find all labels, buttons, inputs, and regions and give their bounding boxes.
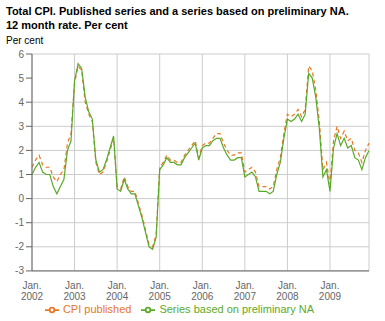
svg-text:3: 3 (18, 121, 24, 132)
svg-text:-2: -2 (15, 241, 24, 252)
svg-text:4: 4 (18, 97, 24, 108)
html-text:Per cent: Per cent (6, 35, 44, 46)
svg-text:Jan.2006: Jan.2006 (191, 280, 214, 302)
svg-text:6: 6 (18, 49, 24, 60)
html-text:12 month rate. Per cent: 12 month rate. Per cent (6, 19, 128, 31)
svg-text:-1: -1 (15, 217, 24, 228)
svg-text:Jan.2002: Jan.2002 (21, 280, 44, 302)
html-text:CPI published: CPI published (62, 302, 132, 315)
html-text:Total CPI. Published series an: Total CPI. Published series and a series… (6, 5, 349, 17)
svg-text:0: 0 (18, 193, 24, 204)
svg-text:Jan.2009: Jan.2009 (319, 280, 342, 302)
svg-text:2: 2 (18, 145, 24, 156)
html-text:Series based on preliminary NA: Series based on preliminary NA (159, 302, 315, 315)
svg-text:Jan.2003: Jan.2003 (63, 280, 86, 302)
svg-text:Jan.2004: Jan.2004 (106, 280, 129, 302)
svg-text:-3: -3 (15, 265, 24, 276)
svg-text:1: 1 (18, 169, 24, 180)
svg-text:5: 5 (18, 73, 24, 84)
svg-text:Jan.2008: Jan.2008 (276, 280, 299, 302)
svg-text:Jan.2007: Jan.2007 (234, 280, 257, 302)
svg-text:Jan.2005: Jan.2005 (149, 280, 172, 302)
